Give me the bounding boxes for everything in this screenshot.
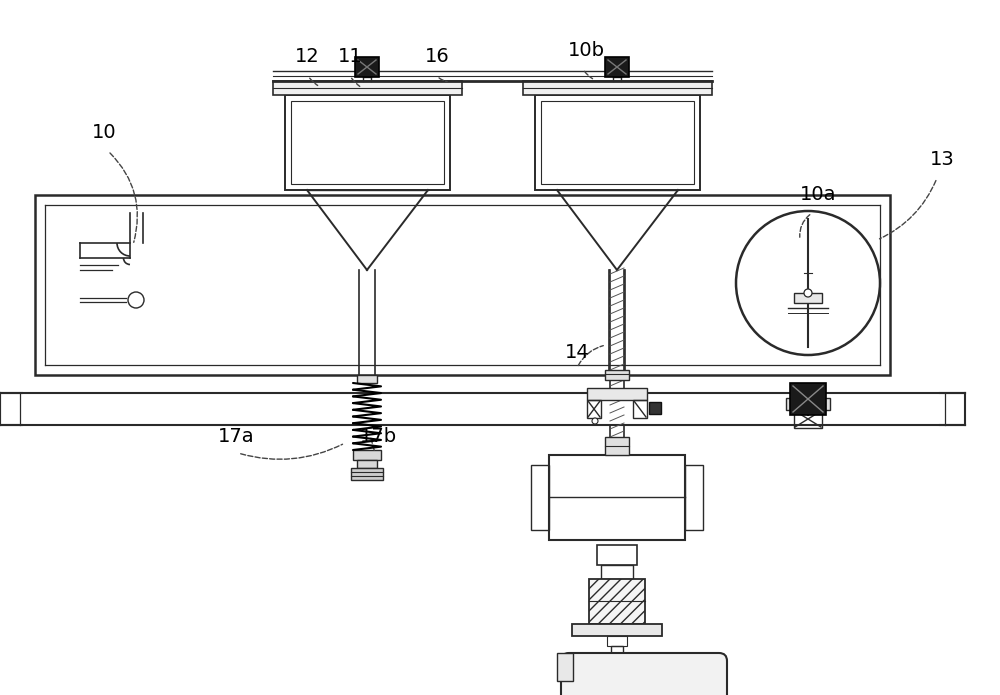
Bar	[535, 95, 700, 190]
Bar	[35, 195, 890, 375]
Bar	[597, 545, 637, 565]
Circle shape	[804, 289, 812, 297]
Text: 12: 12	[295, 47, 320, 66]
FancyBboxPatch shape	[561, 653, 727, 695]
Bar	[605, 370, 629, 380]
Bar	[589, 579, 645, 624]
Bar	[605, 57, 629, 77]
Bar	[572, 624, 662, 636]
Bar	[357, 375, 377, 383]
Bar	[633, 400, 647, 418]
Bar	[790, 383, 826, 415]
Bar	[353, 450, 381, 460]
Bar	[549, 455, 685, 540]
Bar	[557, 653, 573, 681]
Bar	[685, 465, 703, 530]
Circle shape	[592, 418, 598, 424]
Bar	[541, 101, 694, 184]
Bar	[587, 388, 647, 400]
Bar	[649, 402, 661, 414]
Bar	[523, 81, 712, 95]
Bar	[794, 293, 822, 303]
Bar	[587, 400, 601, 418]
Bar	[273, 81, 462, 95]
Circle shape	[128, 292, 144, 308]
Text: 17a: 17a	[218, 427, 255, 446]
Bar	[357, 460, 377, 468]
Text: 17b: 17b	[360, 427, 397, 446]
Bar	[285, 95, 450, 190]
Bar	[611, 646, 623, 661]
Bar	[607, 636, 627, 646]
Text: 10: 10	[92, 123, 117, 142]
Bar	[794, 410, 822, 428]
Text: 13: 13	[930, 150, 955, 169]
Bar	[355, 57, 379, 77]
Bar	[786, 398, 830, 410]
Text: 16: 16	[425, 47, 450, 66]
Bar	[601, 565, 633, 579]
Bar	[605, 437, 629, 455]
Text: 10a: 10a	[800, 185, 836, 204]
Text: 11: 11	[338, 47, 363, 66]
Bar	[291, 101, 444, 184]
Bar	[531, 465, 549, 530]
Bar	[351, 468, 383, 480]
Text: 10b: 10b	[568, 41, 605, 60]
Text: 14: 14	[565, 343, 590, 362]
